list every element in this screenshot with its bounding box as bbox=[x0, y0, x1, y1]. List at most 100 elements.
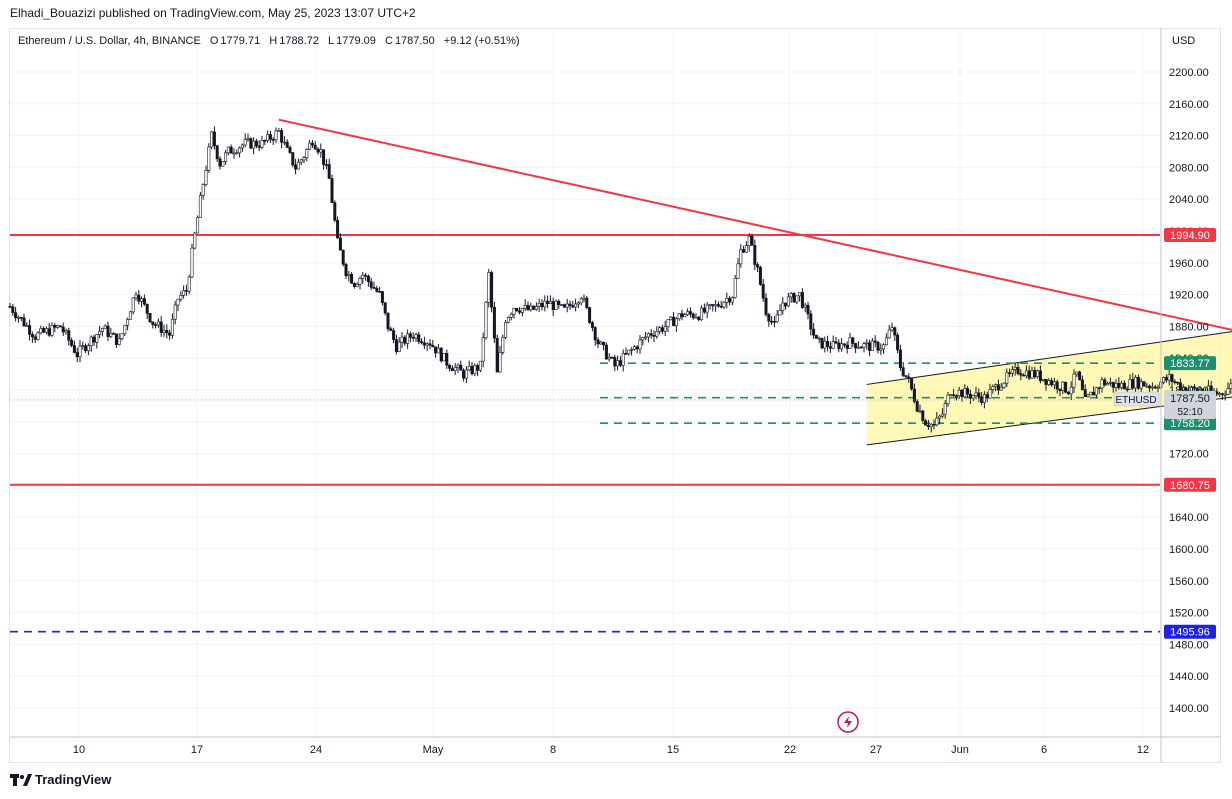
candle-body bbox=[1005, 372, 1009, 384]
candle-body bbox=[1064, 381, 1068, 393]
candle-body bbox=[490, 272, 494, 308]
y-tick-label: 1640.00 bbox=[1169, 512, 1209, 524]
candle-body bbox=[1094, 387, 1098, 396]
candle-body bbox=[529, 305, 533, 311]
candle-body bbox=[431, 344, 435, 348]
candles-layer bbox=[8, 126, 1232, 433]
candle-body bbox=[358, 278, 362, 285]
candle-body bbox=[492, 306, 496, 339]
y-tick-label: 1920.00 bbox=[1169, 290, 1209, 302]
footer-brand[interactable]: TradingView bbox=[10, 772, 111, 787]
candle-body bbox=[134, 294, 138, 299]
candle-body bbox=[299, 159, 303, 163]
candle-body bbox=[319, 149, 323, 153]
candle-body bbox=[543, 300, 547, 308]
current-price-tag bbox=[1164, 391, 1216, 419]
candle-body bbox=[92, 336, 96, 343]
footer-brand-label: TradingView bbox=[35, 772, 112, 787]
candle-body bbox=[341, 249, 345, 265]
price-tags-layer: 1994.901680.751495.961833.771790.271758.… bbox=[1113, 228, 1216, 639]
candle-body bbox=[677, 313, 681, 320]
candle-body bbox=[190, 247, 194, 278]
candle-body bbox=[425, 343, 429, 346]
candle-body bbox=[428, 343, 432, 346]
candle-body bbox=[588, 307, 592, 323]
candle-body bbox=[806, 304, 810, 315]
candle-body bbox=[434, 346, 438, 354]
candle-body bbox=[1150, 386, 1154, 389]
candle-body bbox=[663, 326, 667, 332]
candle-body bbox=[386, 312, 390, 330]
candle-body bbox=[302, 157, 306, 161]
candle-body bbox=[1008, 372, 1012, 374]
current-price-label: 1787.50 bbox=[1170, 393, 1210, 405]
candle-body bbox=[392, 330, 396, 340]
y-tick-label: 1440.00 bbox=[1169, 671, 1209, 683]
candle-body bbox=[680, 313, 684, 318]
candle-body bbox=[613, 357, 617, 367]
candle-body bbox=[310, 142, 314, 146]
candle-body bbox=[770, 320, 774, 323]
candle-body bbox=[683, 314, 687, 318]
candle-body bbox=[526, 305, 530, 311]
candle-body bbox=[1106, 383, 1110, 386]
candle-body bbox=[803, 304, 807, 308]
y-tick-label: 2080.00 bbox=[1169, 162, 1209, 174]
candle-body bbox=[271, 139, 275, 141]
candle-body bbox=[229, 146, 233, 154]
candle-body bbox=[1125, 388, 1129, 391]
legend-high: 1788.72 bbox=[279, 35, 319, 47]
lightning-icon[interactable] bbox=[837, 711, 859, 733]
candle-body bbox=[800, 292, 804, 308]
candle-body bbox=[16, 317, 20, 319]
level-tag-label: 1680.75 bbox=[1170, 480, 1210, 492]
candle-body bbox=[730, 297, 734, 303]
candle-body bbox=[747, 236, 751, 246]
candle-body bbox=[585, 297, 589, 308]
candle-body bbox=[616, 360, 620, 367]
candle-body bbox=[313, 144, 317, 150]
symbol-tag-label: ETHUSD bbox=[1115, 395, 1156, 406]
candle-body bbox=[235, 152, 239, 155]
level-tag-label: 1495.96 bbox=[1170, 627, 1210, 639]
candle-body bbox=[532, 305, 536, 310]
candle-body bbox=[711, 304, 715, 307]
candle-body bbox=[1083, 389, 1087, 398]
candle-body bbox=[316, 148, 320, 153]
candle-body bbox=[14, 312, 18, 319]
candle-body bbox=[646, 333, 650, 338]
candle-body bbox=[481, 337, 485, 362]
candle-body bbox=[1047, 380, 1051, 385]
candle-body bbox=[540, 303, 544, 308]
candle-body bbox=[397, 341, 401, 352]
candle-body bbox=[621, 353, 625, 366]
candle-body bbox=[1181, 387, 1185, 391]
candle-body bbox=[520, 308, 524, 313]
candle-body bbox=[758, 266, 762, 285]
candle-body bbox=[708, 304, 712, 306]
candle-body bbox=[946, 394, 950, 404]
candle-body bbox=[266, 134, 270, 141]
candle-body bbox=[551, 301, 555, 310]
candle-body bbox=[1075, 371, 1079, 375]
candle-body bbox=[772, 321, 776, 323]
candle-body bbox=[702, 307, 706, 313]
candle-body bbox=[204, 170, 208, 185]
candle-body bbox=[781, 302, 785, 311]
candle-body bbox=[159, 321, 163, 333]
candle-body bbox=[912, 388, 916, 402]
candle-body bbox=[966, 388, 970, 395]
legend-change: +9.12 (+0.51%) bbox=[443, 35, 520, 47]
candle-body bbox=[644, 336, 648, 339]
candle-body bbox=[53, 325, 57, 328]
candle-body bbox=[1022, 374, 1026, 377]
x-tick-label: 10 bbox=[73, 744, 85, 756]
candle-body bbox=[1120, 382, 1124, 388]
candle-body bbox=[1044, 379, 1048, 385]
candle-body bbox=[915, 401, 919, 412]
candle-body bbox=[1114, 382, 1118, 388]
candle-body bbox=[453, 367, 457, 371]
candle-body bbox=[168, 332, 172, 336]
candle-body bbox=[582, 297, 586, 300]
